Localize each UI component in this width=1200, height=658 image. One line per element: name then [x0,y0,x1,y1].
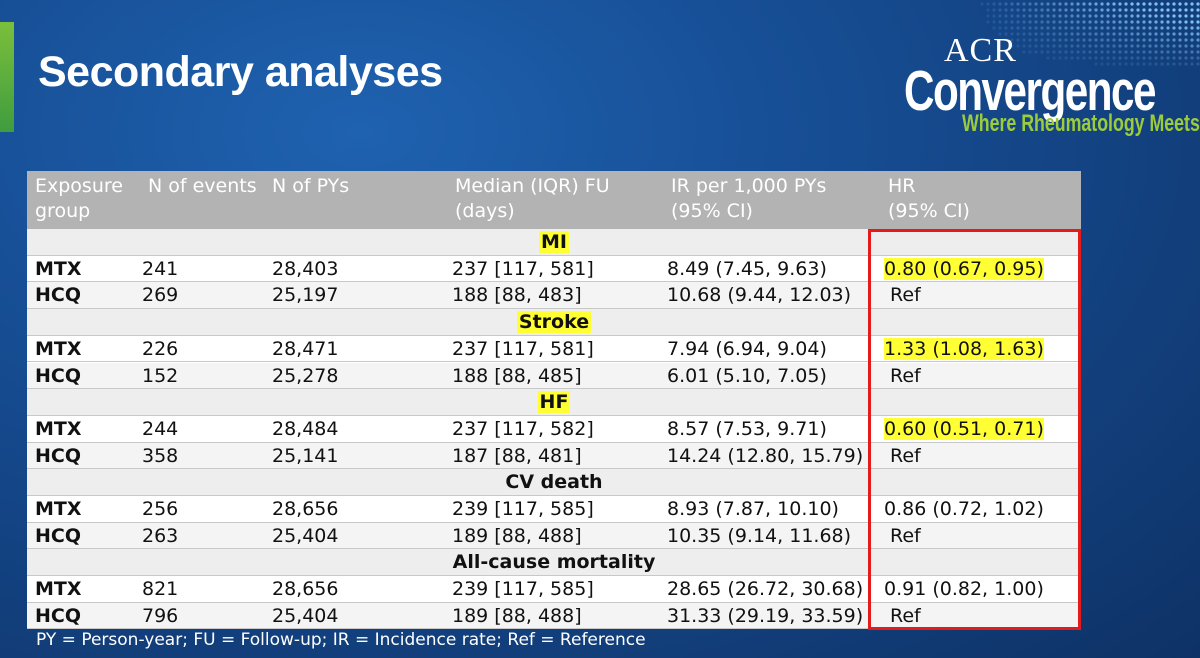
cell-group: MTX [35,498,82,520]
header-exposure: Exposure group [35,175,123,222]
cell-group: HCQ [35,604,81,627]
header-ir: IR per 1,000 PYs (95% CI) [671,175,827,222]
cell-group: HCQ [35,524,81,547]
table-row: MTX 241 28,403 237 [117, 581] 8.49 (7.45, 9.… [27,255,1081,283]
cell-group: HCQ [35,284,81,307]
decorative-dots [980,2,1200,66]
section-row: Stroke [27,309,1081,336]
cell-events: 152 [142,364,179,387]
cell-ir: 7.94 (6.94, 9.04) [667,337,827,360]
header-pys: N of PYs [272,175,350,197]
logo-acr-text: ACR [944,32,1017,69]
cell-pys: 28,471 [272,337,339,360]
cell-fu: 237 [117, 582] [452,417,594,440]
table-row: MTX 821 28,656 239 [117, 585] 28.65 (26.72, … [27,576,1081,603]
table-row: HCQ 269 25,197 188 [88, 483] 10.68 (9.44, 12… [27,282,1081,310]
section-row: All-cause mortality [27,549,1081,577]
cell-ir: 10.35 (9.14, 11.68) [667,524,852,547]
cell-pys: 28,656 [272,498,339,520]
cell-hr: 0.60 (0.51, 0.71) [884,417,1044,440]
table-row: HCQ 796 25,404 189 [88, 488] 31.33 (29.19, 3… [27,602,1081,630]
cell-hr: Ref [890,524,921,547]
cell-events: 263 [142,524,179,547]
section-label: CV death [505,471,603,494]
table-row: HCQ 152 25,278 188 [88, 485] 6.01 (5.10, 7.0… [27,362,1081,390]
cell-group: HCQ [35,364,81,387]
cell-fu: 237 [117, 581] [452,257,594,280]
header-fu: Median (IQR) FU (days) [455,175,610,222]
cell-hr: 0.86 (0.72, 1.02) [884,498,1044,520]
cell-pys: 25,141 [272,444,339,467]
section-row: CV death [27,469,1081,496]
acr-convergence-logo: ACR Convergence Where Rheumatology Meets [898,32,1200,142]
cell-pys: 25,278 [272,364,339,387]
cell-events: 226 [142,337,179,360]
table-header-row: Exposure group N of events N of PYs Medi… [27,171,1081,229]
cell-fu: 188 [88, 485] [452,364,582,387]
cell-hr: 0.91 (0.82, 1.00) [884,578,1044,601]
slide-title: Secondary analyses [38,48,443,96]
section-label: All-cause mortality [452,551,656,574]
cell-pys: 25,404 [272,604,339,627]
cell-fu: 189 [88, 488] [452,524,582,547]
cell-events: 796 [142,604,179,627]
cell-fu: 239 [117, 585] [452,498,594,520]
cell-hr: Ref [890,284,921,307]
cell-group: HCQ [35,444,81,467]
cell-pys: 25,404 [272,524,339,547]
cell-events: 241 [142,257,179,280]
table-row: MTX 256 28,656 239 [117, 585] 8.93 (7.87, 10… [27,496,1081,523]
cell-events: 269 [142,284,179,307]
cell-pys: 28,656 [272,578,339,601]
cell-group: MTX [35,417,82,440]
section-label: MI [539,231,569,253]
cell-group: MTX [35,337,82,360]
cell-hr: Ref [890,604,921,627]
cell-fu: 237 [117, 581] [452,337,594,360]
table-row: HCQ 263 25,404 189 [88, 488] 10.35 (9.14, 11… [27,522,1081,550]
cell-events: 358 [142,444,179,467]
cell-ir: 6.01 (5.10, 7.05) [667,364,827,387]
header-hr: HR (95% CI) [888,175,970,222]
section-label: Stroke [516,311,592,334]
hr-column-highlight-box [868,229,1081,630]
cell-hr: Ref [890,364,921,387]
cell-pys: 25,197 [272,284,339,307]
cell-ir: 8.57 (7.53, 9.71) [667,417,827,440]
table-row: MTX 244 28,484 237 [117, 582] 8.57 (7.53, 9.… [27,415,1081,443]
cell-ir: 8.49 (7.45, 9.63) [667,257,827,280]
cell-ir: 10.68 (9.44, 12.03) [667,284,852,307]
cell-fu: 188 [88, 483] [452,284,582,307]
results-table: Exposure group N of events N of PYs Medi… [27,171,1081,630]
cell-events: 244 [142,417,179,440]
cell-hr: 0.80 (0.67, 0.95) [884,257,1044,280]
cell-fu: 187 [88, 481] [452,444,582,467]
cell-ir: 28.65 (26.72, 30.68) [667,578,864,601]
cell-events: 821 [142,578,179,601]
cell-ir: 31.33 (29.19, 33.59) [667,604,864,627]
cell-pys: 28,403 [272,257,339,280]
section-label: HF [537,391,571,414]
table-row: MTX 226 28,471 237 [117, 581] 7.94 (6.94, 9.… [27,335,1081,363]
left-accent-bar [0,22,14,132]
table-row: HCQ 358 25,141 187 [88, 481] 14.24 (12.80, 1… [27,442,1081,470]
cell-ir: 14.24 (12.80, 15.79) [667,444,864,467]
section-row: HF [27,389,1081,416]
cell-hr: Ref [890,444,921,467]
header-events: N of events [148,175,257,197]
cell-events: 256 [142,498,179,520]
section-row: MI [27,229,1081,256]
cell-group: MTX [35,257,82,280]
cell-fu: 239 [117, 585] [452,578,594,601]
cell-hr: 1.33 (1.08, 1.63) [884,337,1044,360]
cell-ir: 8.93 (7.87, 10.10) [667,498,839,520]
cell-group: MTX [35,578,82,601]
cell-pys: 28,484 [272,417,339,440]
logo-convergence-text: Convergence [904,59,1156,123]
cell-fu: 189 [88, 488] [452,604,582,627]
footnote: PY = Person-year; FU = Follow-up; IR = I… [36,630,646,650]
logo-tagline: Where Rheumatology Meets [962,110,1200,137]
